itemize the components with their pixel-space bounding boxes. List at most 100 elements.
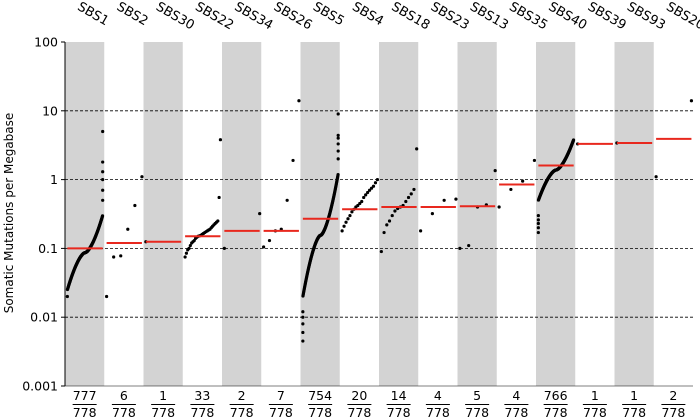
point-SBS2 [126, 227, 130, 231]
point-SBS18 [387, 219, 392, 223]
point-SBS40 [536, 230, 540, 235]
signature-label-SBS5: SBS5 [310, 0, 346, 29]
point-SBS4 [364, 193, 368, 197]
point-SBS18 [406, 195, 411, 200]
band-SBS93 [614, 42, 654, 386]
point-SBS1 [101, 178, 105, 182]
point-SBS35 [509, 187, 513, 192]
point-SBS22 [188, 243, 192, 248]
point-SBS18 [390, 213, 394, 218]
signature-label-SBS13: SBS13 [467, 0, 511, 33]
count-fractions: 7777786778177833778277877787547782077814… [72, 388, 686, 420]
signature-label-SBS34: SBS34 [232, 0, 276, 33]
point-SBS35 [497, 205, 501, 209]
point-SBS5 [301, 322, 305, 326]
total-SBS2: 778 [112, 405, 136, 420]
count-SBS20: 2 [669, 388, 677, 403]
point-SBS4 [369, 186, 374, 190]
point-SBS1 [101, 198, 105, 202]
signature-label-SBS18: SBS18 [389, 0, 433, 33]
count-SBS1: 777 [73, 388, 97, 403]
point-SBS40 [571, 138, 576, 142]
point-SBS22 [184, 251, 189, 255]
point-SBS5 [336, 112, 340, 116]
count-SBS30: 1 [159, 388, 167, 403]
signature-label-SBS30: SBS30 [153, 0, 197, 33]
point-SBS4 [344, 220, 348, 224]
point-SBS26 [297, 99, 301, 103]
y-tick-label: 10 [42, 103, 58, 118]
point-SBS4 [367, 188, 372, 192]
point-SBS1 [101, 129, 105, 134]
total-SBS22: 778 [190, 405, 214, 420]
point-SBS4 [371, 184, 376, 188]
point-SBS40 [536, 221, 540, 226]
point-SBS1 [101, 188, 105, 192]
point-SBS18 [415, 147, 419, 151]
y-tick-label: 0.1 [38, 241, 58, 256]
point-SBS26 [262, 245, 266, 249]
signature-label-SBS35: SBS35 [506, 0, 550, 33]
point-SBS26 [267, 238, 272, 243]
point-SBS18 [409, 192, 413, 196]
point-SBS4 [346, 217, 350, 221]
point-SBS23 [419, 229, 423, 233]
point-SBS40 [536, 226, 540, 230]
total-SBS93: 778 [622, 405, 646, 420]
count-SBS34: 2 [238, 388, 246, 403]
point-SBS4 [366, 190, 370, 195]
point-SBS5 [336, 142, 340, 146]
point-SBS4 [373, 181, 378, 185]
count-SBS5: 754 [308, 388, 332, 403]
column-bands [65, 42, 654, 386]
point-SBS4 [358, 201, 362, 206]
total-SBS30: 778 [151, 405, 175, 420]
band-SBS40 [536, 42, 576, 386]
count-SBS40: 766 [544, 388, 568, 403]
signature-label-SBS2: SBS2 [114, 0, 150, 29]
point-SBS5 [336, 157, 340, 161]
point-SBS22 [187, 246, 191, 250]
point-SBS22 [216, 219, 220, 223]
y-axis-label: Somatic Mutations per Megabase [2, 113, 16, 314]
total-SBS5: 778 [308, 405, 332, 420]
point-SBS23 [442, 198, 446, 202]
point-SBS34 [222, 246, 226, 250]
band-SBS18 [379, 42, 419, 386]
point-SBS5 [336, 136, 340, 140]
signature-label-SBS4: SBS4 [349, 0, 385, 29]
point-SBS4 [356, 203, 360, 208]
point-SBS13 [493, 169, 497, 173]
signature-label-SBS26: SBS26 [271, 0, 315, 33]
band-SBS1 [65, 42, 105, 386]
total-SBS39: 778 [583, 405, 607, 420]
count-SBS23: 4 [434, 388, 442, 403]
total-SBS34: 778 [230, 405, 254, 420]
count-SBS22: 33 [194, 388, 210, 403]
count-SBS13: 5 [473, 388, 481, 403]
point-SBS20 [654, 175, 658, 179]
point-SBS2 [105, 294, 109, 299]
point-SBS23 [430, 212, 434, 216]
point-SBS5 [301, 330, 305, 335]
point-SBS1 [101, 160, 105, 164]
count-SBS2: 6 [120, 388, 128, 403]
total-SBS18: 778 [387, 405, 411, 420]
point-SBS26 [285, 198, 289, 202]
signature-label-SBS22: SBS22 [192, 0, 236, 33]
axes [61, 41, 693, 387]
point-SBS4 [348, 213, 352, 218]
point-SBS5 [301, 310, 305, 314]
point-SBS5 [336, 149, 340, 153]
count-SBS93: 1 [630, 388, 638, 403]
point-SBS2 [140, 175, 144, 179]
median-lines [67, 137, 692, 250]
data-points [65, 99, 694, 343]
point-SBS2 [119, 254, 123, 258]
point-SBS18 [385, 223, 389, 227]
y-tick-label: 0.001 [22, 379, 58, 394]
band-SBS5 [300, 42, 340, 386]
y-tick-labels: 100 10 1 0.1 0.01 0.001 [22, 35, 58, 394]
count-SBS18: 14 [391, 388, 407, 403]
